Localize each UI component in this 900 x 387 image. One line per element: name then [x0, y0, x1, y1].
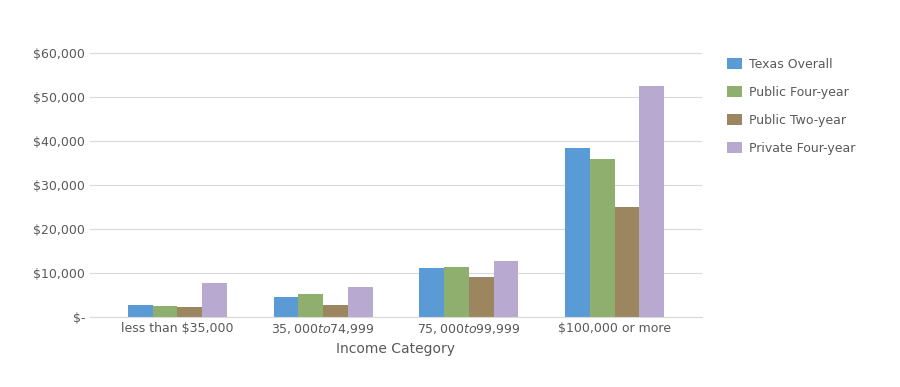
- Bar: [299, 295, 323, 317]
- Bar: [469, 277, 493, 317]
- Bar: [202, 283, 227, 317]
- Bar: [493, 261, 518, 317]
- Bar: [590, 159, 615, 317]
- X-axis label: Income Category: Income Category: [337, 342, 455, 356]
- Bar: [177, 307, 202, 317]
- Bar: [323, 305, 348, 317]
- Bar: [153, 307, 177, 317]
- Bar: [444, 267, 469, 317]
- Bar: [128, 305, 153, 317]
- Bar: [565, 148, 590, 317]
- Bar: [419, 268, 444, 317]
- Bar: [615, 207, 639, 317]
- Bar: [274, 296, 299, 317]
- Bar: [639, 86, 664, 317]
- Legend: Texas Overall, Public Four-year, Public Two-year, Private Four-year: Texas Overall, Public Four-year, Public …: [721, 51, 862, 161]
- Bar: [348, 288, 373, 317]
